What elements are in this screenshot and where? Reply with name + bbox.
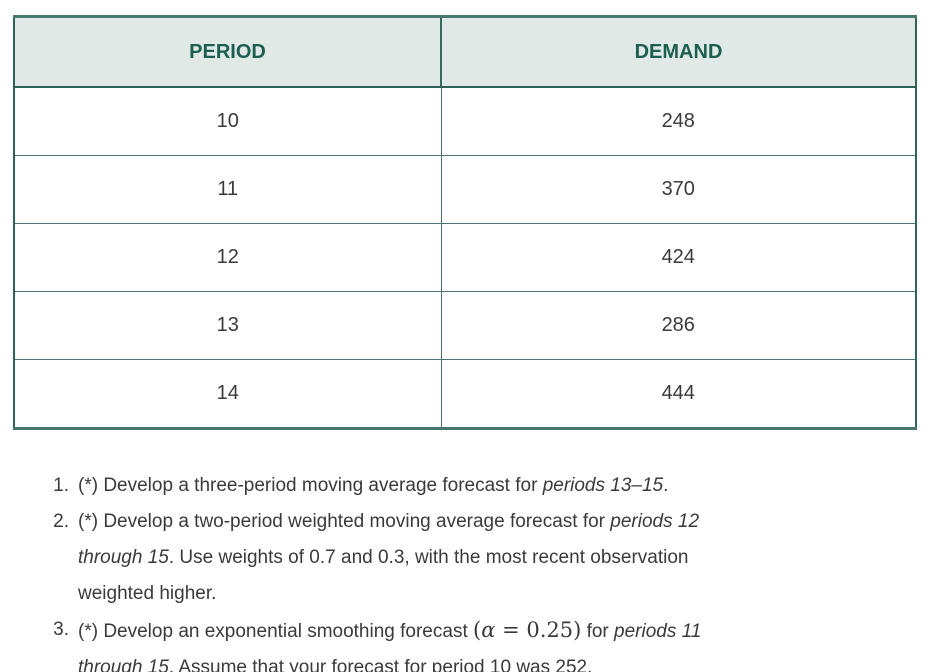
period-cell: 13 bbox=[14, 291, 441, 360]
exercise-text-segment: . Assume that your forecast for period 1… bbox=[168, 657, 593, 672]
exercise-text-segment: through 15 bbox=[78, 547, 169, 568]
exercise-text-segment: . bbox=[663, 475, 669, 496]
exercise-text-segment: periods 11 bbox=[614, 621, 702, 642]
period-cell: 10 bbox=[14, 87, 441, 156]
table-row: 11 370 bbox=[14, 155, 916, 224]
demand-cell: 286 bbox=[440, 291, 916, 360]
exercise-text-segment: periods 13–15 bbox=[542, 475, 664, 496]
exercise-item-2: 2. (*) Develop a two-period weighted mov… bbox=[45, 504, 940, 612]
exercise-text-segment: through 15 bbox=[78, 657, 169, 672]
exercise-number: 3. bbox=[53, 619, 69, 640]
exercise-text: (*) Develop an exponential smoothing for… bbox=[78, 612, 701, 672]
period-cell: 11 bbox=[14, 155, 441, 224]
table-row: 12 424 bbox=[14, 223, 916, 292]
demand-cell: 248 bbox=[440, 87, 916, 156]
page: PERIOD DEMAND 10 248 11 370 12 424 13 28… bbox=[0, 15, 940, 672]
exercise-item-3: 3. (*) Develop an exponential smoothing … bbox=[45, 612, 940, 672]
period-cell: 12 bbox=[14, 223, 441, 292]
demand-cell: 444 bbox=[440, 359, 916, 429]
table-row: 13 286 bbox=[14, 291, 916, 360]
exercise-text-segment: (*) Develop an exponential smoothing for… bbox=[78, 621, 474, 642]
exercise-text-segment: weighted higher. bbox=[78, 583, 217, 604]
table-header-period: PERIOD bbox=[14, 16, 441, 88]
exercise-number: 1. bbox=[53, 475, 69, 496]
exercise-list: 1. (*) Develop a three-period moving ave… bbox=[45, 468, 940, 672]
math-open-paren: ( bbox=[473, 618, 482, 642]
exercise-item-1: 1. (*) Develop a three-period moving ave… bbox=[45, 468, 940, 504]
exercise-number: 2. bbox=[53, 511, 69, 532]
table-header-demand: DEMAND bbox=[440, 16, 916, 88]
alpha-symbol: α bbox=[481, 618, 496, 642]
exercise-text-segment: . Use weights of 0.7 and 0.3, with the m… bbox=[168, 547, 689, 568]
demand-table: PERIOD DEMAND 10 248 11 370 12 424 13 28… bbox=[13, 15, 917, 430]
table-row: 10 248 bbox=[14, 87, 916, 156]
demand-cell: 370 bbox=[440, 155, 916, 224]
period-cell: 14 bbox=[14, 359, 441, 429]
exercise-text-segment: for bbox=[581, 621, 615, 642]
exercise-text: (*) Develop a three-period moving averag… bbox=[78, 468, 668, 504]
exercise-text-segment: (*) Develop a two-period weighted moving… bbox=[78, 511, 611, 532]
exercise-text: (*) Develop a two-period weighted moving… bbox=[78, 504, 699, 612]
exercise-text-segment: (*) Develop a three-period moving averag… bbox=[78, 475, 543, 496]
math-expression: = 0.25) bbox=[495, 618, 582, 642]
exercise-text-segment: periods 12 bbox=[610, 511, 700, 532]
demand-cell: 424 bbox=[440, 223, 916, 292]
table-row: 14 444 bbox=[14, 359, 916, 429]
table-header-row: PERIOD DEMAND bbox=[14, 16, 916, 88]
